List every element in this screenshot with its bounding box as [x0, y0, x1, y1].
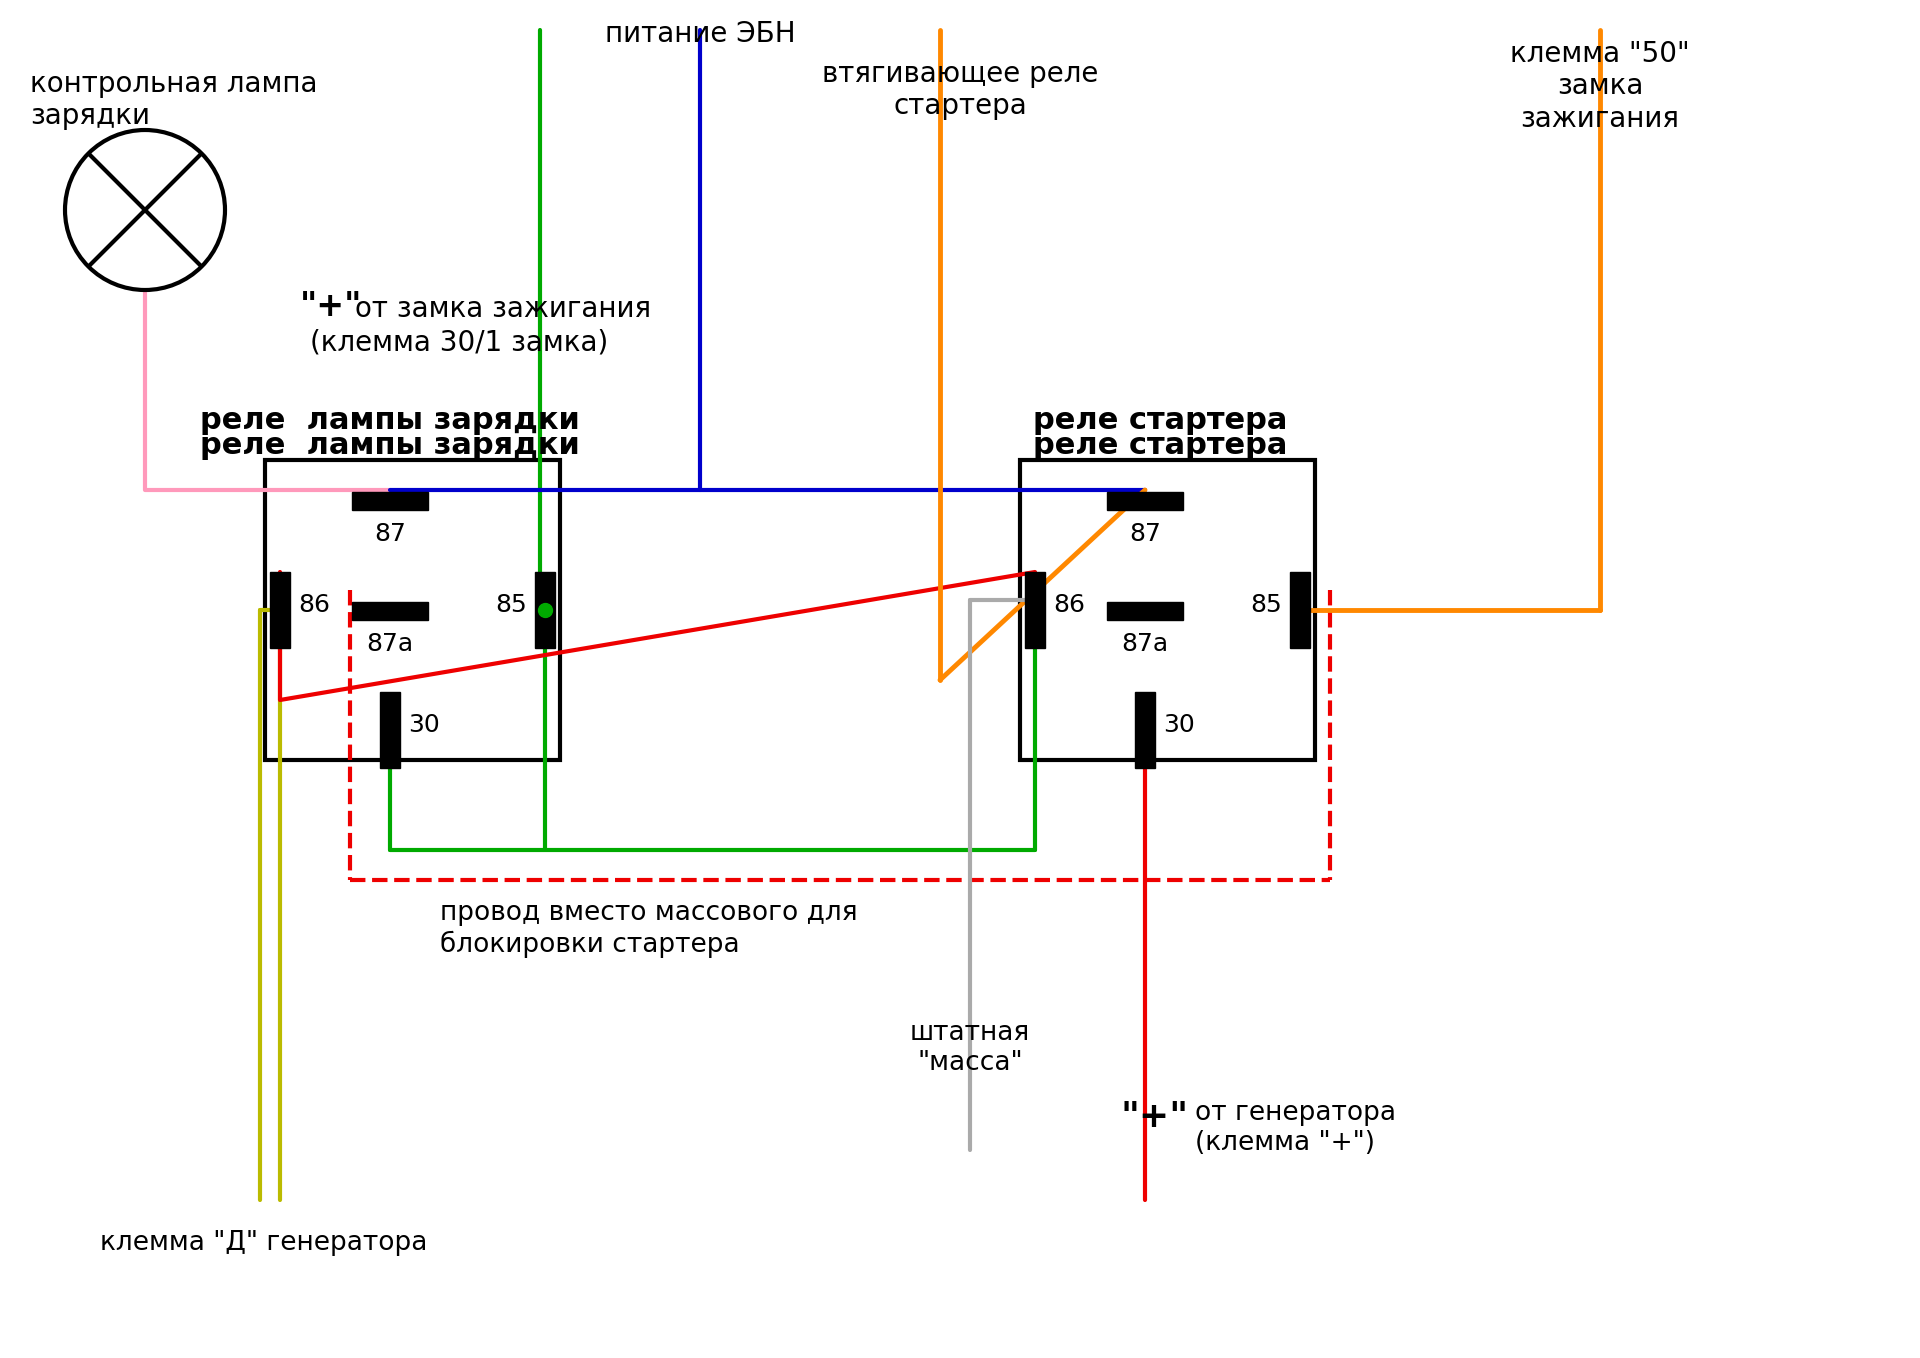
Text: питание ЭБН: питание ЭБН: [605, 20, 795, 48]
Text: реле стартера: реле стартера: [1033, 430, 1286, 460]
Text: 87: 87: [374, 521, 405, 546]
Text: реле  лампы зарядки: реле лампы зарядки: [200, 430, 580, 460]
Text: реле стартера: реле стартера: [1033, 406, 1286, 435]
Text: (клемма 30/1 замка): (клемма 30/1 замка): [309, 329, 609, 356]
Text: 87a: 87a: [367, 631, 413, 656]
Text: реле  лампы зарядки: реле лампы зарядки: [200, 406, 580, 435]
Bar: [1135, 693, 1156, 769]
Bar: [1290, 572, 1309, 648]
Text: от замка зажигания: от замка зажигания: [355, 295, 651, 323]
Text: 86: 86: [1052, 593, 1085, 617]
Bar: [1020, 460, 1315, 760]
Text: контрольная лампа
зарядки: контрольная лампа зарядки: [31, 71, 317, 130]
Text: 85: 85: [1250, 593, 1283, 617]
Bar: [536, 572, 555, 648]
Text: 30: 30: [407, 713, 440, 737]
Text: 87a: 87a: [1121, 631, 1169, 656]
Text: 86: 86: [298, 593, 330, 617]
Text: штатная
"масса": штатная "масса": [910, 1020, 1031, 1076]
Bar: [1108, 492, 1183, 511]
Text: втягивающее реле
стартера: втягивающее реле стартера: [822, 60, 1098, 121]
Text: провод вместо массового для
блокировки стартера: провод вместо массового для блокировки с…: [440, 900, 858, 957]
Ellipse shape: [65, 130, 225, 291]
Bar: [351, 602, 428, 621]
Bar: [351, 492, 428, 511]
Bar: [1108, 602, 1183, 621]
Text: "+": "+": [300, 291, 363, 323]
Text: от генератора
(клемма "+"): от генератора (клемма "+"): [1194, 1100, 1396, 1156]
Text: "+": "+": [1119, 1100, 1188, 1134]
Bar: [1025, 572, 1044, 648]
Text: клемма "Д" генератора: клемма "Д" генератора: [100, 1230, 428, 1256]
Text: 30: 30: [1164, 713, 1194, 737]
Bar: [380, 693, 399, 769]
Text: 87: 87: [1129, 521, 1162, 546]
Text: клемма "50"
замка
зажигания: клемма "50" замка зажигания: [1511, 39, 1690, 133]
Text: 85: 85: [495, 593, 526, 617]
Bar: [271, 572, 290, 648]
Bar: [265, 460, 561, 760]
